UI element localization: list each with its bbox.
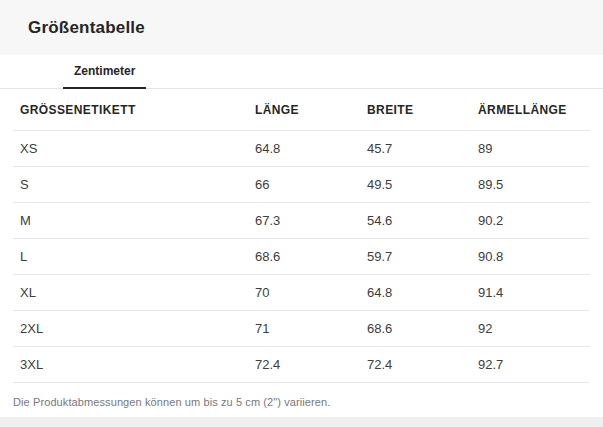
modal-header: Größentabelle: [0, 0, 603, 55]
table-row: M 67.3 54.6 90.2: [13, 203, 590, 239]
bottom-band: [0, 417, 603, 427]
cell-size: XS: [20, 141, 255, 156]
cell-length: 67.3: [255, 213, 367, 228]
cell-size: M: [20, 213, 255, 228]
cell-size: L: [20, 249, 255, 264]
cell-sleeve-length: 90.2: [478, 213, 590, 228]
cell-width: 45.7: [367, 141, 478, 156]
size-table: GRÖSSENETIKETT LÄNGE BREITE ÄRMELLÄNGE X…: [0, 89, 603, 383]
cell-length: 66: [255, 177, 367, 192]
cell-length: 68.6: [255, 249, 367, 264]
table-row: S 66 49.5 89.5: [13, 167, 590, 203]
table-header-row: GRÖSSENETIKETT LÄNGE BREITE ÄRMELLÄNGE: [13, 89, 590, 131]
unit-tabs-bar: Zentimeter: [0, 55, 603, 89]
size-chart-modal: Größentabelle Zentimeter GRÖSSENETIKETT …: [0, 0, 603, 427]
table-row: L 68.6 59.7 90.8: [13, 239, 590, 275]
cell-size: 2XL: [20, 321, 255, 336]
table-row: XS 64.8 45.7 89: [13, 131, 590, 167]
cell-length: 70: [255, 285, 367, 300]
col-header-length: LÄNGE: [255, 103, 367, 117]
footnote-text: Die Produktabmessungen können um bis zu …: [13, 383, 590, 408]
cell-length: 72.4: [255, 357, 367, 372]
table-row: 2XL 71 68.6 92: [13, 311, 590, 347]
cell-length: 71: [255, 321, 367, 336]
tab-zentimeter[interactable]: Zentimeter: [63, 55, 146, 89]
page-title: Größentabelle: [28, 18, 145, 38]
table-row: 3XL 72.4 72.4 92.7: [13, 347, 590, 383]
cell-width: 54.6: [367, 213, 478, 228]
cell-width: 64.8: [367, 285, 478, 300]
cell-width: 59.7: [367, 249, 478, 264]
col-header-size-label: GRÖSSENETIKETT: [20, 103, 255, 117]
cell-size: 3XL: [20, 357, 255, 372]
col-header-width: BREITE: [367, 103, 478, 117]
cell-size: XL: [20, 285, 255, 300]
table-row: XL 70 64.8 91.4: [13, 275, 590, 311]
cell-width: 49.5: [367, 177, 478, 192]
cell-size: S: [20, 177, 255, 192]
cell-sleeve-length: 91.4: [478, 285, 590, 300]
cell-sleeve-length: 90.8: [478, 249, 590, 264]
cell-sleeve-length: 89: [478, 141, 590, 156]
col-header-sleeve-length: ÄRMELLÄNGE: [478, 103, 590, 117]
cell-sleeve-length: 89.5: [478, 177, 590, 192]
cell-width: 72.4: [367, 357, 478, 372]
cell-length: 64.8: [255, 141, 367, 156]
cell-sleeve-length: 92: [478, 321, 590, 336]
cell-sleeve-length: 92.7: [478, 357, 590, 372]
cell-width: 68.6: [367, 321, 478, 336]
